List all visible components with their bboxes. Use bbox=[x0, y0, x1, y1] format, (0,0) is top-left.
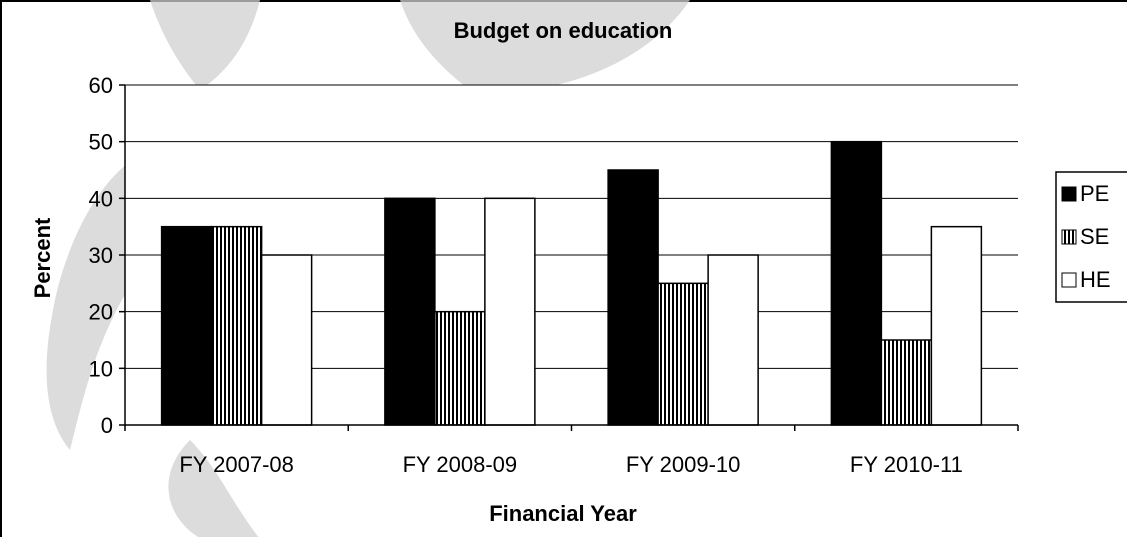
x-tick-label: FY 2007-08 bbox=[179, 452, 294, 477]
bar-he-3 bbox=[930, 225, 983, 426]
y-tick-labels: 0 10 20 30 40 50 60 bbox=[89, 73, 113, 438]
bar-he-1 bbox=[484, 197, 536, 426]
bar-he-0 bbox=[260, 254, 313, 426]
x-tick-label: FY 2010-11 bbox=[850, 452, 963, 477]
bars bbox=[160, 140, 983, 426]
y-tick-label: 30 bbox=[89, 243, 113, 268]
bar-se-2 bbox=[657, 282, 709, 426]
bar-se-3 bbox=[880, 339, 933, 426]
y-tick-label: 10 bbox=[89, 356, 113, 381]
legend: PE SE HE bbox=[1055, 171, 1127, 303]
bar-pe-3 bbox=[830, 140, 883, 426]
chart-title: Budget on education bbox=[454, 18, 673, 43]
x-tick-labels: FY 2007-08 FY 2008-09 FY 2009-10 FY 2010-11 bbox=[179, 452, 963, 477]
y-axis-title: Percent bbox=[30, 217, 55, 298]
legend-label-se: SE bbox=[1080, 224, 1109, 249]
x-tick-label: FY 2008-09 bbox=[403, 452, 518, 477]
legend-label-pe: PE bbox=[1080, 181, 1109, 206]
legend-label-he: HE bbox=[1080, 267, 1111, 292]
legend-swatch-pe bbox=[1061, 186, 1077, 202]
legend-swatch-se bbox=[1061, 229, 1077, 245]
y-tick-label: 60 bbox=[89, 73, 113, 98]
bar-se-0 bbox=[210, 225, 263, 426]
x-axis-title: Financial Year bbox=[489, 501, 637, 526]
x-tick-label: FY 2009-10 bbox=[626, 452, 741, 477]
bar-pe-0 bbox=[160, 225, 213, 426]
y-tick-label: 40 bbox=[89, 186, 113, 211]
axes bbox=[119, 84, 1019, 431]
y-tick-label: 0 bbox=[101, 413, 113, 438]
legend-swatch-he bbox=[1061, 272, 1077, 288]
bar-pe-2 bbox=[607, 169, 659, 426]
y-tick-label: 20 bbox=[89, 300, 113, 325]
bar-se-1 bbox=[434, 310, 486, 426]
bar-pe-1 bbox=[384, 197, 436, 426]
y-tick-label: 50 bbox=[89, 130, 113, 155]
bar-he-2 bbox=[707, 254, 759, 426]
